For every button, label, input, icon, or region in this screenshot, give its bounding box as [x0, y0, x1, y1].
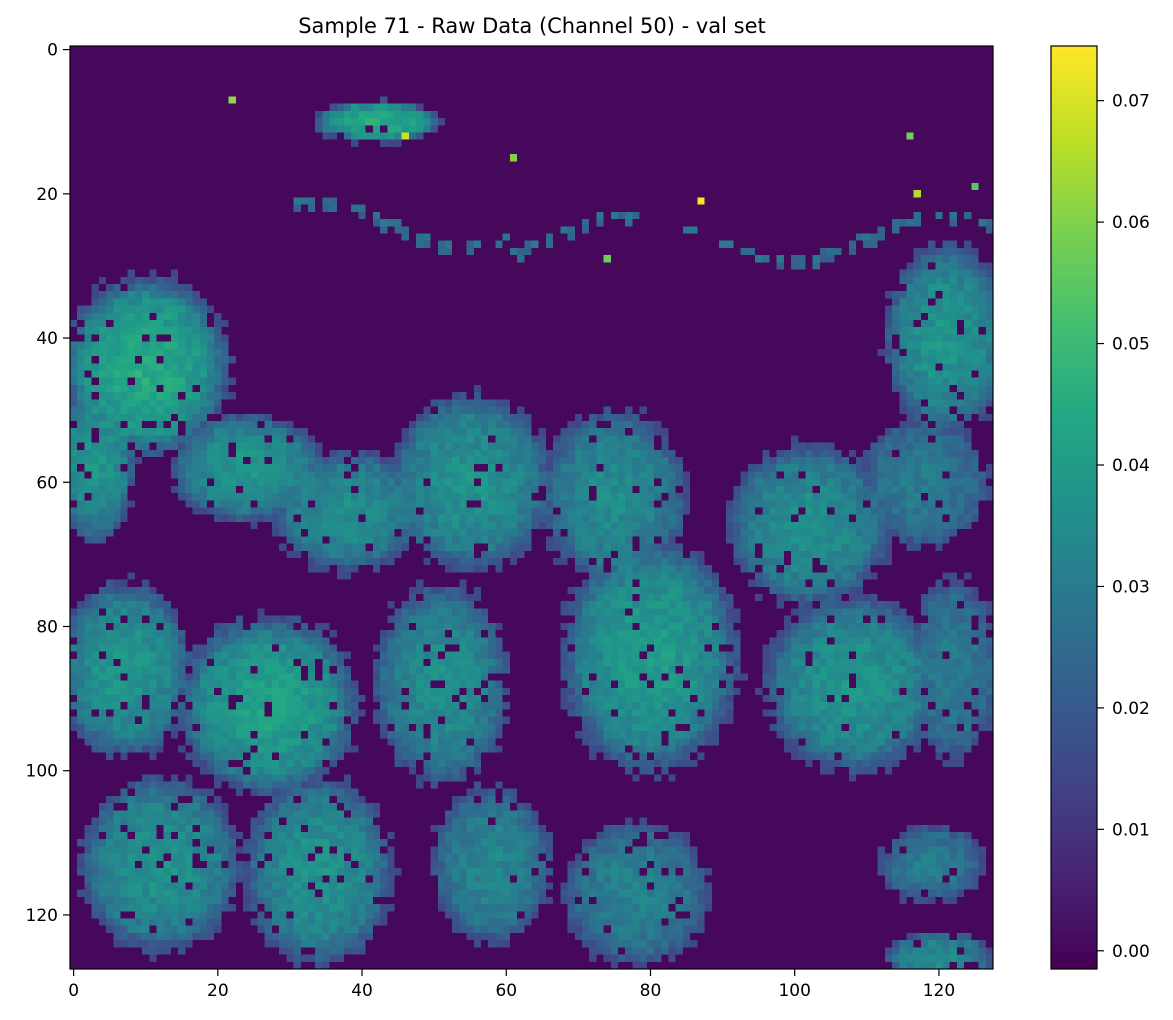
colorbar-tick-label: 0.00	[1112, 942, 1150, 962]
colorbar-tick-label: 0.05	[1112, 335, 1150, 355]
x-axis: 0 20 40 60 80 100 120	[68, 969, 955, 1001]
y-tick-label: 20	[36, 185, 58, 205]
colorbar-tick-label: 0.03	[1112, 577, 1150, 597]
chart-title: Sample 71 - Raw Data (Channel 50) - val …	[298, 14, 766, 38]
colorbar-frame	[1050, 45, 1098, 970]
y-tick-label: 0	[47, 41, 58, 61]
x-tick-label: 40	[351, 981, 373, 1001]
heatmap-image	[70, 46, 993, 969]
y-tick-label: 80	[36, 617, 58, 637]
y-tick-label: 100	[26, 762, 58, 782]
y-axis: 0 20 40 60 80 100 120	[26, 41, 70, 926]
colorbar-tick-label: 0.06	[1112, 213, 1150, 233]
x-tick-label: 120	[923, 981, 955, 1001]
x-tick-label: 80	[640, 981, 662, 1001]
colorbar-tick-label: 0.02	[1112, 699, 1150, 719]
y-tick-label: 60	[36, 473, 58, 493]
colorbar: 0.00 0.01 0.02 0.03 0.04 0.05 0.06 0.07	[1050, 45, 1150, 970]
colorbar-tick-label: 0.01	[1112, 820, 1150, 840]
y-tick-label: 40	[36, 329, 58, 349]
plot-frame	[69, 45, 994, 970]
heatmap-plot	[69, 45, 994, 970]
colorbar-tick-label: 0.04	[1112, 456, 1150, 476]
colorbar-tick-label: 0.07	[1112, 92, 1150, 112]
x-tick-label: 0	[68, 981, 79, 1001]
colorbar-gradient	[1051, 46, 1097, 969]
y-tick-label: 120	[26, 906, 58, 926]
x-tick-label: 100	[778, 981, 810, 1001]
x-tick-label: 60	[495, 981, 517, 1001]
x-tick-label: 20	[207, 981, 229, 1001]
colorbar-axis: 0.00 0.01 0.02 0.03 0.04 0.05 0.06 0.07	[1097, 92, 1150, 962]
